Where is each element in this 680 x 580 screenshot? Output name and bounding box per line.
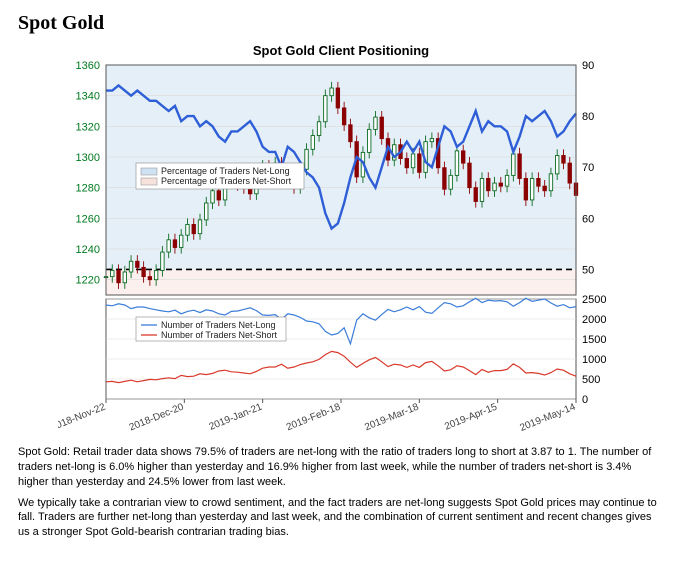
svg-text:80: 80 xyxy=(582,111,594,123)
chart-svg: Spot Gold Client Positioning 1220 1240 1260… xyxy=(58,41,616,435)
svg-text:Percentage of Traders Net-Shor: Percentage of Traders Net-Short xyxy=(161,176,292,186)
svg-text:1240: 1240 xyxy=(76,244,100,256)
svg-text:2018-Dec-20: 2018-Dec-20 xyxy=(128,401,186,433)
svg-text:Number of Traders Net-Short: Number of Traders Net-Short xyxy=(161,330,278,340)
svg-text:Number of Traders Net-Long: Number of Traders Net-Long xyxy=(161,320,276,330)
svg-text:1260: 1260 xyxy=(76,213,100,225)
svg-text:Spot Gold Client Positioning: Spot Gold Client Positioning xyxy=(253,43,429,58)
svg-text:500: 500 xyxy=(582,374,600,386)
svg-text:70: 70 xyxy=(582,162,594,174)
svg-text:0: 0 xyxy=(582,394,588,406)
svg-text:2500: 2500 xyxy=(582,294,606,306)
svg-text:2019-Feb-18: 2019-Feb-18 xyxy=(285,401,343,433)
svg-text:1300: 1300 xyxy=(76,152,100,164)
svg-text:1500: 1500 xyxy=(582,334,606,346)
svg-text:2019-Apr-15: 2019-Apr-15 xyxy=(443,401,499,432)
analysis-paragraph-2: We typically take a contrarian view to c… xyxy=(18,496,662,541)
svg-text:60: 60 xyxy=(582,213,594,225)
svg-text:2018-Nov-22: 2018-Nov-22 xyxy=(58,401,108,433)
svg-text:1280: 1280 xyxy=(76,183,100,195)
svg-text:1220: 1220 xyxy=(76,275,100,287)
svg-text:2000: 2000 xyxy=(582,314,606,326)
svg-text:50: 50 xyxy=(582,264,594,276)
svg-text:90: 90 xyxy=(582,60,594,72)
svg-text:2019-Mar-18: 2019-Mar-18 xyxy=(363,401,421,433)
analysis-paragraph-1: Spot Gold: Retail trader data shows 79.5… xyxy=(18,445,662,490)
positioning-chart: Spot Gold Client Positioning 1220 1240 1260… xyxy=(58,41,628,435)
svg-text:1340: 1340 xyxy=(76,91,100,103)
svg-text:2019-Jan-21: 2019-Jan-21 xyxy=(208,401,265,432)
svg-text:2019-May-14: 2019-May-14 xyxy=(518,401,577,433)
page-title: Spot Gold xyxy=(18,12,662,35)
svg-text:1360: 1360 xyxy=(76,60,100,72)
svg-text:1320: 1320 xyxy=(76,121,100,133)
svg-text:1000: 1000 xyxy=(582,354,606,366)
svg-text:Percentage of Traders Net-Long: Percentage of Traders Net-Long xyxy=(161,166,290,176)
